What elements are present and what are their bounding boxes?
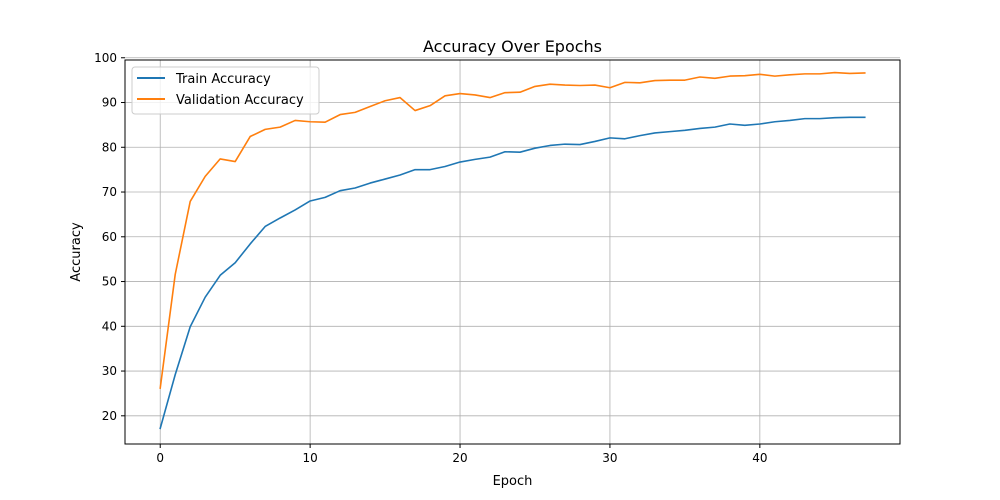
y-tick-label: 20	[102, 409, 117, 423]
chart-title: Accuracy Over Epochs	[423, 37, 602, 56]
y-tick-label: 50	[102, 275, 117, 289]
x-tick-label: 10	[302, 451, 317, 465]
validation-accuracy-line	[159, 71, 866, 389]
plot-frame	[124, 59, 901, 445]
grid-lines	[125, 57, 900, 444]
legend-label-train: Train Accuracy	[175, 72, 271, 87]
y-axis-title: Accuracy	[69, 222, 84, 282]
legend: Train Accuracy Validation Accuracy	[131, 66, 320, 115]
x-axis-ticks: 0 10 20 30 40	[156, 444, 767, 465]
y-axis-ticks: 20 30 40 50 60 70 80 90 100	[94, 51, 125, 423]
y-tick-label: 90	[102, 96, 117, 110]
series-lines	[159, 71, 866, 430]
x-tick-label: 30	[602, 451, 617, 465]
legend-label-validation: Validation Accuracy	[176, 93, 304, 108]
y-tick-label: 100	[94, 51, 117, 65]
legend-box	[131, 66, 320, 115]
y-tick-label: 30	[102, 364, 117, 378]
train-accuracy-line	[159, 116, 866, 430]
y-tick-label: 80	[102, 140, 117, 154]
y-tick-label: 60	[102, 230, 117, 244]
y-tick-label: 40	[102, 319, 117, 333]
x-axis-title: Epoch	[493, 474, 533, 489]
x-tick-label: 0	[156, 451, 164, 465]
y-tick-label: 70	[102, 185, 117, 199]
x-tick-label: 40	[752, 451, 767, 465]
x-tick-label: 20	[452, 451, 467, 465]
